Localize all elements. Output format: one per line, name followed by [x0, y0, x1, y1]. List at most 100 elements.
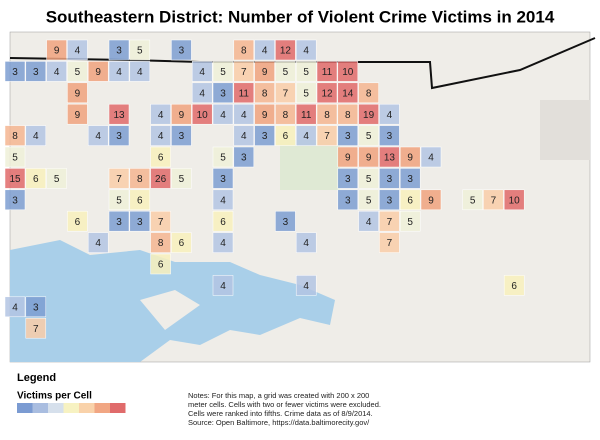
grid-cell [358, 146, 379, 168]
grid-cell [108, 168, 130, 189]
cell-count: 9 [262, 110, 268, 121]
cell-count: 10 [509, 195, 521, 206]
cell-count: 4 [137, 67, 143, 78]
cell-count: 4 [33, 131, 39, 142]
cell-count: 9 [428, 195, 434, 206]
cell-count: 6 [33, 174, 39, 185]
cell-count: 7 [491, 195, 497, 206]
cell-count: 5 [366, 195, 372, 206]
park [280, 140, 340, 190]
grid-cell [358, 82, 379, 104]
cell-count: 5 [407, 217, 413, 228]
campus [540, 100, 590, 160]
grid-cell [233, 125, 255, 146]
cell-count: 6 [407, 195, 413, 206]
cell-count: 26 [155, 174, 167, 185]
cell-count: 4 [262, 46, 268, 57]
cell-count: 4 [220, 110, 226, 121]
cell-count: 3 [345, 131, 351, 142]
cell-count: 4 [199, 88, 205, 99]
cell-count: 3 [407, 174, 413, 185]
cell-count: 7 [158, 217, 164, 228]
cell-count: 4 [75, 46, 81, 57]
notes: Notes: For this map, a grid was created … [188, 391, 381, 427]
grid-cell [295, 82, 317, 104]
grid-cell [4, 146, 26, 168]
title: Southeastern District: Number of Violent… [46, 7, 555, 26]
cell-count: 3 [116, 131, 122, 142]
cell-count: 7 [387, 217, 393, 228]
cell-count: 7 [324, 131, 330, 142]
cell-count: 7 [241, 67, 247, 78]
grid-cell [150, 103, 171, 125]
grid-cell [420, 146, 442, 168]
grid-cell [67, 39, 88, 61]
cell-count: 9 [345, 153, 351, 164]
grid-cell [379, 189, 400, 211]
grid-cell [275, 82, 296, 104]
grid-cell [150, 168, 171, 189]
cell-count: 5 [54, 174, 60, 185]
grid-cell [46, 39, 67, 61]
cell-count: 6 [158, 260, 164, 271]
grid-cell [129, 39, 151, 61]
cell-count: 4 [95, 238, 101, 249]
cell-count: 9 [95, 67, 101, 78]
grid-cell [337, 103, 359, 125]
cell-count: 5 [12, 153, 18, 164]
cell-count: 3 [179, 131, 185, 142]
grid-cell [399, 146, 421, 168]
grid-cell [295, 103, 317, 125]
cell-count: 6 [158, 153, 164, 164]
grid-cell [212, 189, 234, 211]
cell-count: 3 [220, 174, 226, 185]
grid-cell [212, 146, 234, 168]
note-line: Cells were ranked into fifths. Crime dat… [188, 409, 373, 418]
cell-count: 9 [262, 67, 268, 78]
cell-count: 4 [220, 195, 226, 206]
cell-count: 8 [262, 88, 268, 99]
cell-count: 4 [387, 110, 393, 121]
cell-count: 4 [303, 131, 309, 142]
grid-cell [379, 210, 400, 232]
cell-count: 3 [33, 302, 39, 313]
grid-cell [212, 61, 234, 82]
grid-cell [254, 61, 275, 82]
cell-count: 5 [137, 46, 143, 57]
grid-cell [108, 39, 130, 61]
cell-count: 4 [95, 131, 101, 142]
cell-count: 6 [511, 281, 517, 292]
grid-cell [191, 61, 213, 82]
cell-count: 4 [12, 302, 18, 313]
cell-count: 3 [116, 46, 122, 57]
cell-count: 4 [241, 110, 247, 121]
grid-cell [316, 82, 338, 104]
cell-count: 3 [387, 174, 393, 185]
grid-cell [483, 189, 504, 211]
grid-cell [150, 210, 171, 232]
grid-cell [295, 232, 317, 253]
grid-cell [129, 210, 151, 232]
cell-count: 3 [12, 195, 18, 206]
grid-cell [129, 61, 151, 82]
cell-count: 6 [179, 238, 185, 249]
grid-cell [46, 61, 67, 82]
cell-count: 5 [470, 195, 476, 206]
legend-swatch [48, 403, 64, 413]
grid-cell [150, 146, 171, 168]
cell-count: 4 [303, 281, 309, 292]
grid-cell [337, 125, 359, 146]
cell-count: 13 [113, 110, 125, 121]
cell-count: 4 [199, 67, 205, 78]
grid-cell [316, 125, 338, 146]
cell-count: 12 [280, 46, 292, 57]
cell-count: 9 [179, 110, 185, 121]
grid-cell [4, 189, 26, 211]
cell-count: 8 [345, 110, 351, 121]
cell-count: 3 [179, 46, 185, 57]
cell-count: 4 [116, 67, 122, 78]
grid-cell [67, 82, 88, 104]
note-line: Source: Open Baltimore, https://data.bal… [188, 418, 370, 427]
